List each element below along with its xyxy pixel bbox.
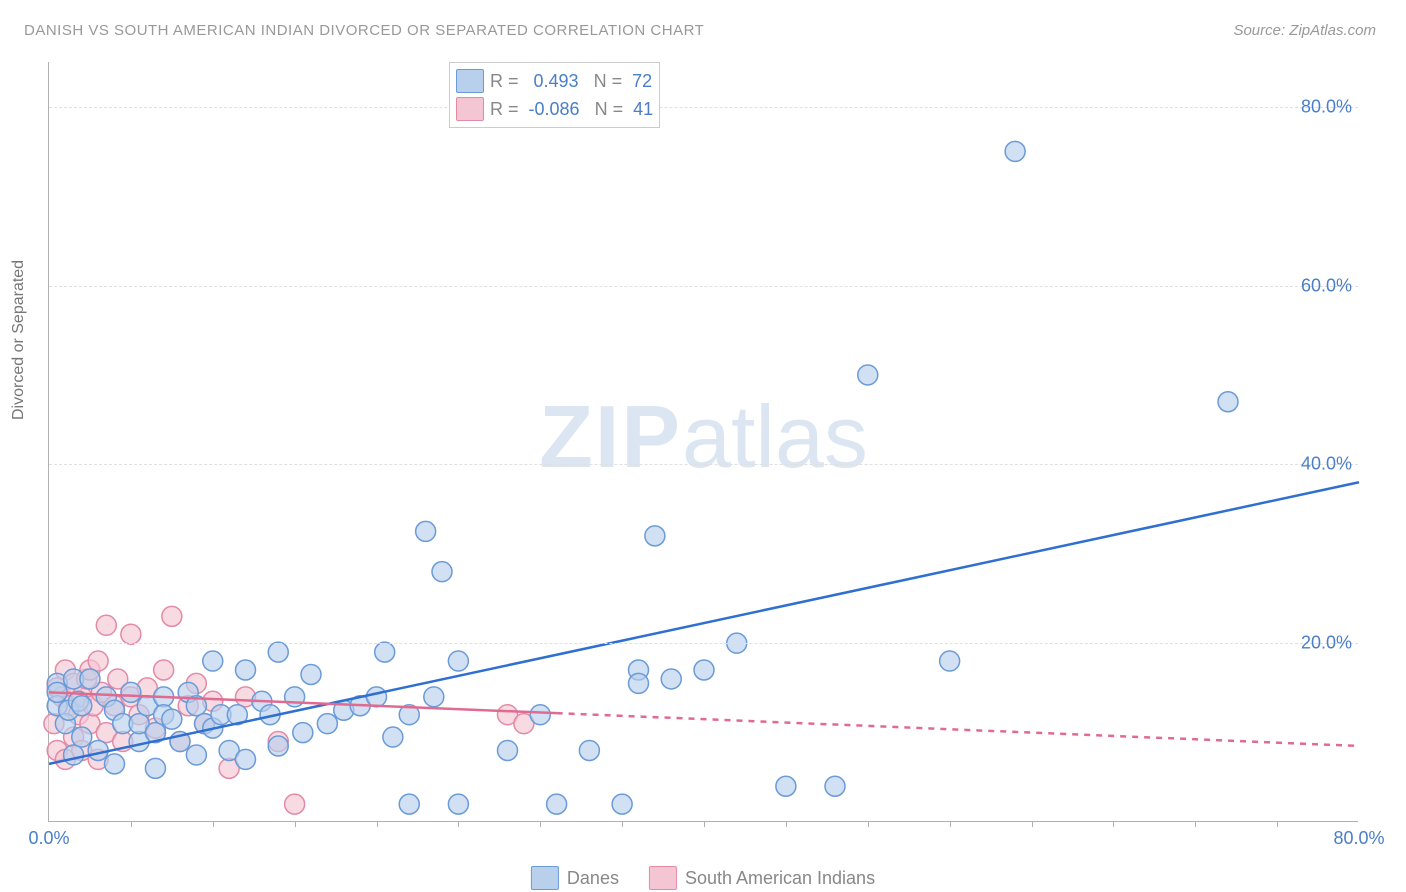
watermark-bold: ZIP: [539, 386, 682, 485]
swatch-sai-2: [649, 866, 677, 890]
x-tick: [786, 821, 787, 827]
x-tick: [950, 821, 951, 827]
y-tick-label: 40.0%: [1301, 454, 1352, 475]
x-tick: [1113, 821, 1114, 827]
y-tick-label: 20.0%: [1301, 633, 1352, 654]
chart-title: DANISH VS SOUTH AMERICAN INDIAN DIVORCED…: [24, 22, 704, 39]
swatch-danes: [456, 69, 484, 93]
plot-svg: [49, 62, 1358, 821]
x-tick: [295, 821, 296, 827]
x-tick: [1032, 821, 1033, 827]
x-tick: [868, 821, 869, 827]
r-label-2: R = -0.086 N = 41: [490, 99, 653, 120]
watermark: ZIPatlas: [539, 385, 868, 487]
legend-label-sai: South American Indians: [685, 868, 875, 889]
y-tick-label: 60.0%: [1301, 275, 1352, 296]
series-legend: Danes South American Indians: [531, 866, 875, 890]
legend-item-sai: South American Indians: [649, 866, 875, 890]
legend-row-2: R = -0.086 N = 41: [456, 95, 653, 123]
source-label: Source: ZipAtlas.com: [1233, 22, 1376, 39]
x-tick: [622, 821, 623, 827]
x-tick-label: 80.0%: [1333, 828, 1384, 849]
swatch-sai: [456, 97, 484, 121]
swatch-danes-2: [531, 866, 559, 890]
x-tick: [458, 821, 459, 827]
correlation-legend: R = 0.493 N = 72 R = -0.086 N = 41: [449, 62, 660, 128]
plot-area: ZIPatlas R = 0.493 N = 72 R = -0.086 N =…: [48, 62, 1358, 822]
x-tick: [704, 821, 705, 827]
watermark-light: atlas: [682, 386, 868, 485]
x-tick: [213, 821, 214, 827]
gridline: [49, 464, 1358, 465]
y-axis-label: Divorced or Separated: [10, 260, 28, 420]
gridline: [49, 286, 1358, 287]
gridline: [49, 643, 1358, 644]
x-tick: [540, 821, 541, 827]
legend-item-danes: Danes: [531, 866, 619, 890]
x-tick: [131, 821, 132, 827]
legend-row-1: R = 0.493 N = 72: [456, 67, 653, 95]
x-tick: [1277, 821, 1278, 827]
gridline: [49, 107, 1358, 108]
legend-label-danes: Danes: [567, 868, 619, 889]
x-tick: [377, 821, 378, 827]
x-tick-label: 0.0%: [28, 828, 69, 849]
x-tick: [1195, 821, 1196, 827]
r-label-1: R = 0.493 N = 72: [490, 71, 652, 92]
y-tick-label: 80.0%: [1301, 96, 1352, 117]
